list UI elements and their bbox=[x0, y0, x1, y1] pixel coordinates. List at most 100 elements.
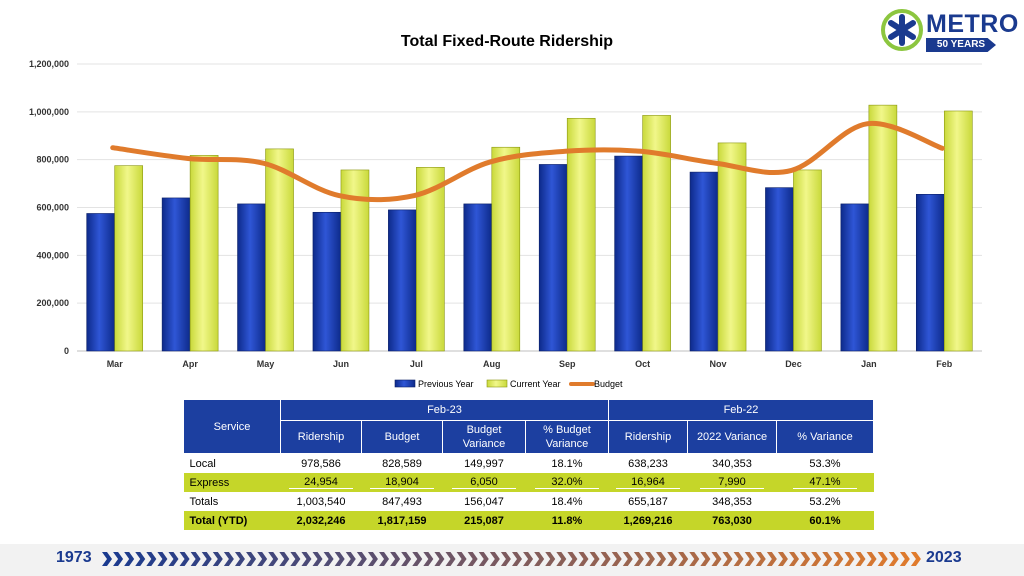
legend-swatch-previous-year bbox=[394, 379, 416, 388]
chevron-icon bbox=[633, 552, 644, 566]
budget-line-layer bbox=[110, 120, 945, 203]
table-cell: 1,817,159 bbox=[361, 511, 443, 530]
legend: Previous Year Current Year Budget bbox=[394, 379, 623, 389]
table-cell: 828,589 bbox=[361, 453, 443, 473]
col-budget-variance: Budget Variance bbox=[442, 420, 526, 454]
table-cell: 1,269,216 bbox=[608, 511, 688, 530]
bar-previous-year bbox=[312, 211, 342, 352]
table-row: Local 978,586 828,589 149,997 18.1% 638,… bbox=[183, 453, 874, 473]
chevron-icon bbox=[567, 552, 578, 566]
bar-current-year bbox=[114, 165, 144, 352]
end-year: 2023 bbox=[926, 549, 962, 566]
col-pct-variance: % Variance bbox=[776, 420, 874, 454]
logo-wordmark: METRO bbox=[926, 10, 1019, 38]
y-tick-label: 200,000 bbox=[36, 298, 69, 308]
chevron-icon bbox=[800, 552, 811, 566]
chevron-icon bbox=[113, 552, 124, 566]
legend-label: Previous Year bbox=[418, 379, 474, 389]
chevron-icon bbox=[644, 552, 655, 566]
start-year: 1973 bbox=[56, 549, 92, 566]
logo-tagline: 50 YEARS bbox=[926, 38, 996, 52]
chevron-icon bbox=[102, 552, 112, 566]
chevron-arrows-icon bbox=[102, 552, 921, 566]
y-tick-label: 1,200,000 bbox=[29, 59, 69, 69]
x-tick-label: Jan bbox=[861, 359, 877, 369]
chevron-icon bbox=[622, 552, 633, 566]
col-ridership-previous: Ridership bbox=[608, 420, 688, 454]
bar-previous-year bbox=[161, 197, 191, 352]
table-cell: 215,087 bbox=[442, 511, 526, 530]
bar-current-year bbox=[265, 148, 294, 352]
asterisk-logo-icon bbox=[881, 9, 923, 51]
chevron-icon bbox=[456, 552, 467, 566]
col-ridership-current: Ridership bbox=[280, 420, 362, 454]
chevron-icon bbox=[412, 552, 423, 566]
table-cell: 6,050 bbox=[442, 473, 526, 492]
chevron-icon bbox=[722, 552, 733, 566]
row-label: Totals bbox=[183, 492, 281, 511]
chevron-icon bbox=[822, 552, 833, 566]
chevron-icon bbox=[556, 552, 567, 566]
table-cell: 149,997 bbox=[442, 453, 526, 473]
chevron-icon bbox=[811, 552, 822, 566]
bar-previous-year bbox=[765, 187, 794, 352]
chevron-icon bbox=[135, 552, 146, 566]
chevron-icon bbox=[600, 552, 611, 566]
chevron-icon bbox=[445, 552, 456, 566]
table-row: Express 24,954 18,904 6,050 32.0% 16,964… bbox=[183, 473, 874, 492]
chevron-icon bbox=[689, 552, 700, 566]
chevron-icon bbox=[124, 552, 135, 566]
legend-label: Current Year bbox=[510, 379, 561, 389]
bar-current-year bbox=[793, 169, 822, 352]
chevron-icon bbox=[523, 552, 534, 566]
bar-current-year bbox=[943, 110, 973, 352]
x-tick-label: Jun bbox=[333, 359, 349, 369]
chevron-icon bbox=[667, 552, 678, 566]
x-tick-label: Feb bbox=[936, 359, 953, 369]
chevron-icon bbox=[656, 552, 667, 566]
chevron-icon bbox=[899, 552, 910, 566]
table-cell: 11.8% bbox=[525, 511, 609, 530]
x-tick-label: Sep bbox=[559, 359, 576, 369]
cell-value: 7,990 bbox=[700, 476, 764, 489]
chevron-icon bbox=[301, 552, 312, 566]
chevron-icon bbox=[855, 552, 866, 566]
chevron-icon bbox=[257, 552, 268, 566]
col-pct-budget-variance: % Budget Variance bbox=[525, 420, 609, 454]
chevron-icon bbox=[512, 552, 522, 566]
table-cell: 2,032,246 bbox=[280, 511, 362, 530]
bar-previous-year bbox=[538, 164, 568, 352]
chart-title: Total Fixed-Route Ridership bbox=[401, 33, 613, 50]
table-cell: 156,047 bbox=[442, 492, 526, 511]
table-row: Total (YTD) 2,032,246 1,817,159 215,087 … bbox=[183, 511, 874, 530]
x-tick-label: Apr bbox=[182, 359, 198, 369]
legend-label: Budget bbox=[594, 379, 623, 389]
bar-current-year bbox=[566, 117, 596, 352]
x-tick-label: Dec bbox=[785, 359, 802, 369]
chevron-icon bbox=[345, 552, 356, 566]
chevron-icon bbox=[312, 552, 323, 566]
table-cell: 18,904 bbox=[361, 473, 443, 492]
y-tick-label: 600,000 bbox=[36, 203, 69, 213]
metro-logo: METRO 50 YEARS bbox=[880, 8, 1020, 54]
bar-current-year bbox=[717, 142, 747, 352]
chevron-icon bbox=[434, 552, 445, 566]
bar-previous-year bbox=[237, 203, 266, 352]
cell-value: 24,954 bbox=[289, 476, 353, 489]
chevron-icon bbox=[423, 552, 434, 566]
cell-value: 47.1% bbox=[793, 476, 857, 489]
chevron-icon bbox=[611, 552, 622, 566]
table-cell: 348,353 bbox=[687, 492, 777, 511]
chevron-icon bbox=[910, 552, 921, 566]
chevron-icon bbox=[179, 552, 190, 566]
row-label: Express bbox=[183, 473, 281, 492]
bar-previous-year bbox=[388, 209, 417, 352]
chevron-icon bbox=[888, 552, 899, 566]
table-cell: 32.0% bbox=[525, 473, 609, 492]
table-cell: 53.2% bbox=[776, 492, 874, 511]
chevron-icon bbox=[323, 552, 334, 566]
ridership-table: Service Feb-23 Feb-22 Ridership Budget B… bbox=[183, 399, 874, 530]
x-tick-label: Mar bbox=[107, 359, 124, 369]
x-tick-label: Aug bbox=[483, 359, 501, 369]
bar-previous-year bbox=[689, 171, 719, 352]
